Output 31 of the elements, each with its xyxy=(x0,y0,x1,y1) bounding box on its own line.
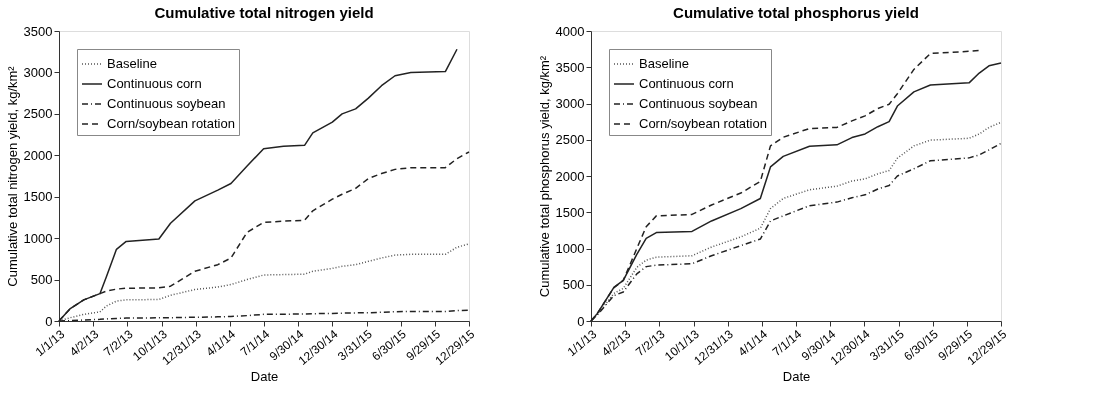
y-tick-label: 2000 xyxy=(555,168,585,184)
legend-label: Baseline xyxy=(639,56,689,71)
y-tick-label: 2500 xyxy=(555,132,585,148)
legend-label: Continuous soybean xyxy=(107,96,226,111)
y-axis-title: Cumulative total phosphorus yield, kg/km² xyxy=(536,55,552,298)
legend-label: Corn/soybean rotation xyxy=(107,116,235,131)
y-tick-label: 4000 xyxy=(555,23,585,39)
y-tick-label: 2500 xyxy=(23,106,53,122)
y-tick-label: 2000 xyxy=(23,147,53,163)
y-tick-label: 500 xyxy=(30,272,53,288)
legend-label: Continuous corn xyxy=(639,76,734,91)
y-axis-title: Cumulative total nitrogen yield, kg/km² xyxy=(4,65,20,287)
y-tick-label: 500 xyxy=(562,277,585,293)
chart-title: Cumulative total nitrogen yield xyxy=(154,4,374,21)
y-tick-label: 0 xyxy=(45,313,53,329)
y-tick-label: 3500 xyxy=(23,23,53,39)
y-tick-label: 3000 xyxy=(23,64,53,80)
y-tick-label: 3500 xyxy=(555,59,585,75)
y-tick-label: 1500 xyxy=(23,189,53,205)
y-tick-label: 1500 xyxy=(555,204,585,220)
y-tick-label: 1000 xyxy=(23,230,53,246)
chart-title: Cumulative total phosphorus yield xyxy=(673,4,919,21)
legend-label: Baseline xyxy=(107,56,157,71)
y-tick-label: 0 xyxy=(577,313,585,329)
legend-label: Continuous corn xyxy=(107,76,202,91)
x-axis-title: Date xyxy=(250,368,279,384)
legend-label: Continuous soybean xyxy=(639,96,758,111)
y-tick-label: 1000 xyxy=(555,241,585,256)
y-tick-label: 3000 xyxy=(555,96,585,111)
x-axis-title: Date xyxy=(782,368,811,384)
legend-label: Corn/soybean rotation xyxy=(639,116,767,131)
